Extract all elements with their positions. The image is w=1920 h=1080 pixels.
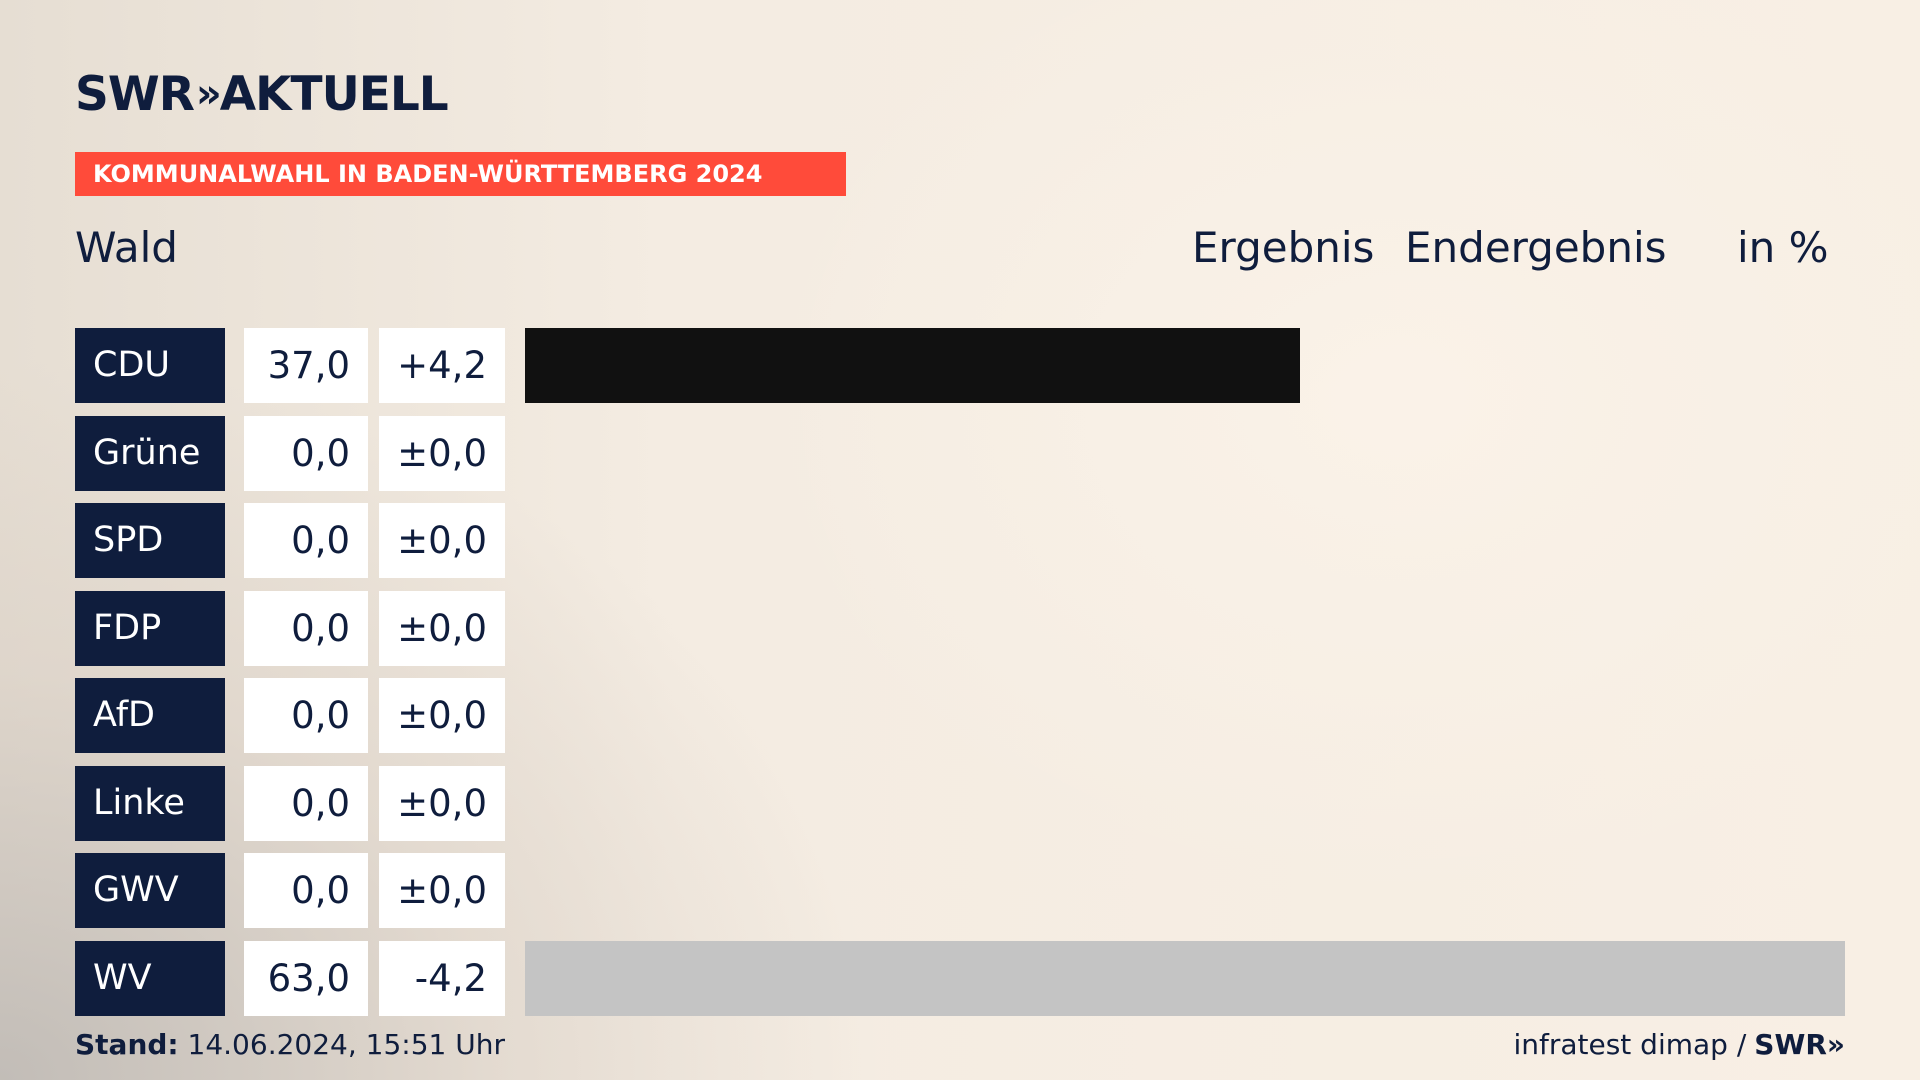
party-label: CDU [75, 328, 225, 403]
source-chevron-icon: » [1826, 1028, 1845, 1061]
source-text: infratest dimap / [1513, 1028, 1747, 1061]
result-row: FDP 0,0 ±0,0 [75, 590, 1845, 666]
result-row: GWV 0,0 ±0,0 [75, 853, 1845, 928]
swr-aktuell-logo: SWR » AKTUELL [75, 67, 449, 122]
difference-value-label: ±0,0 [379, 590, 505, 666]
party-label: Grüne [75, 415, 225, 491]
column-header-final: Endergebnis [1405, 223, 1667, 272]
difference-value-label: ±0,0 [379, 853, 505, 928]
result-row: WV 63,0 -4,2 [75, 940, 1845, 1016]
result-row: CDU 37,0 +4,2 [75, 328, 1845, 403]
stand-value: 14.06.2024, 15:51 Uhr [187, 1028, 505, 1061]
election-banner: KOMMUNALWAHL IN BADEN-WÜRTTEMBERG 2024 [75, 152, 846, 196]
party-label: WV [75, 940, 225, 1016]
source-brand: SWR [1754, 1028, 1827, 1061]
result-value-label: 0,0 [244, 590, 368, 666]
result-row: Grüne 0,0 ±0,0 [75, 415, 1845, 491]
result-value-label: 63,0 [244, 940, 368, 1016]
party-label: FDP [75, 590, 225, 666]
place-title: Wald [75, 223, 178, 272]
result-value-label: 0,0 [244, 678, 368, 753]
result-row: SPD 0,0 ±0,0 [75, 503, 1845, 578]
column-header-unit: in % [1737, 223, 1829, 272]
logo-chevron-icon: » [195, 71, 222, 117]
result-value-label: 0,0 [244, 415, 368, 491]
result-value-label: 0,0 [244, 503, 368, 578]
result-value-label: 0,0 [244, 765, 368, 841]
difference-value-label: -4,2 [379, 940, 505, 1016]
result-value-label: 37,0 [244, 328, 368, 403]
result-value-label: 0,0 [244, 853, 368, 928]
difference-value-label: ±0,0 [379, 765, 505, 841]
difference-value-label: ±0,0 [379, 415, 505, 491]
timestamp: Stand: 14.06.2024, 15:51 Uhr [75, 1028, 505, 1061]
result-row: AfD 0,0 ±0,0 [75, 678, 1845, 753]
stand-label: Stand: [75, 1028, 179, 1061]
column-header-result: Ergebnis [1192, 223, 1375, 272]
logo-aktuell-text: AKTUELL [219, 66, 449, 122]
source-credit: infratest dimap / SWR » [1513, 1028, 1845, 1061]
logo-swr-text: SWR [75, 66, 195, 122]
result-bar [525, 940, 1845, 1016]
party-label: Linke [75, 765, 225, 841]
party-label: SPD [75, 503, 225, 578]
result-row: Linke 0,0 ±0,0 [75, 765, 1845, 841]
party-label: AfD [75, 678, 225, 753]
result-bar [525, 328, 1300, 403]
party-label: GWV [75, 853, 225, 928]
difference-value-label: ±0,0 [379, 678, 505, 753]
difference-value-label: +4,2 [379, 328, 505, 403]
difference-value-label: ±0,0 [379, 503, 505, 578]
